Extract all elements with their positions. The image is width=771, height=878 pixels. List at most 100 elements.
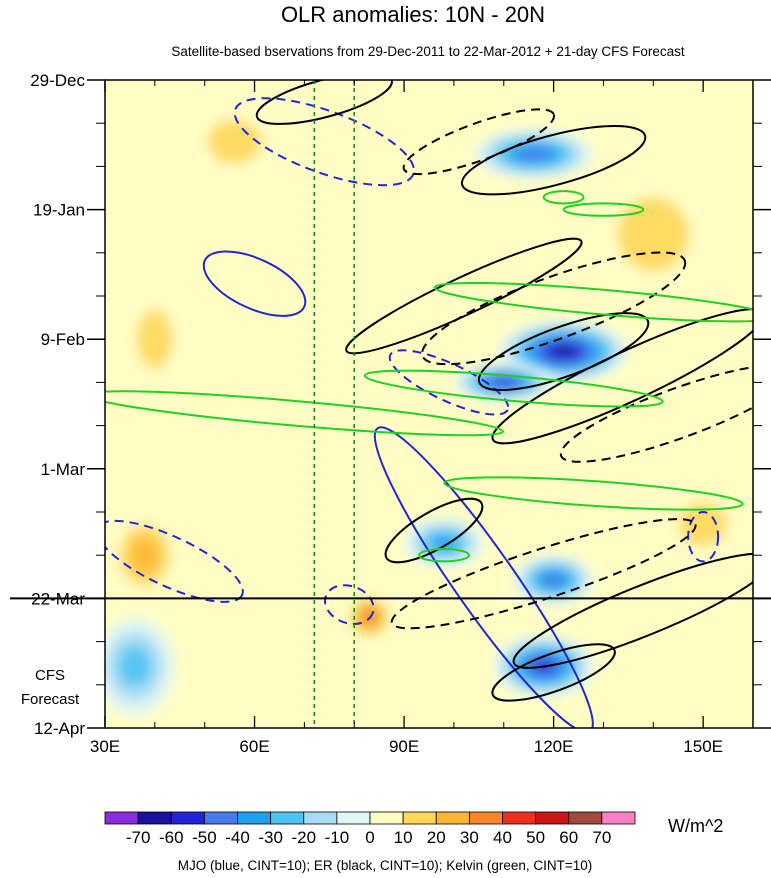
x-tick-label: 120E	[534, 737, 574, 756]
y-tick-label: 1-Mar	[41, 460, 86, 479]
kelvin-contour-3	[443, 476, 744, 511]
forecast-label-line1: CFS	[35, 667, 65, 684]
olr-anomaly-blob-9	[189, 104, 280, 179]
colorbar-swatch-9	[402, 811, 437, 825]
colorbar-label: -50	[192, 828, 217, 847]
mjo-contour-3	[373, 426, 594, 728]
olr-anomaly-level	[360, 608, 378, 626]
kelvin-contour-1	[363, 369, 664, 408]
colorbar-swatch-7	[336, 811, 371, 825]
colorbar-label: 50	[526, 828, 545, 847]
colorbar-swatch-6	[303, 811, 338, 825]
y-tick-label: 22-Mar	[31, 589, 85, 608]
plot-area: 30E 60E 90E 120E 150E 29-Dec 19-Jan 9-Feb 1-Mar 2…	[10, 71, 771, 756]
chart-title: OLR anomalies: 10N - 20N	[281, 2, 545, 27]
colorbar: -70 -60 -50 -40 -30 -20 -10 0 10 20 30 40 50 60 70	[104, 811, 636, 847]
olr-anomaly-level	[550, 345, 577, 358]
mjo-contour-1	[202, 250, 307, 317]
colorbar-swatch-14	[568, 811, 603, 825]
olr-anomaly-blob-12	[105, 616, 175, 716]
kelvin-contour-4	[562, 202, 645, 217]
olr-anomaly-blob-5	[513, 555, 594, 605]
y-tick-label: 9-Feb	[41, 330, 85, 349]
y-tick-label: 29-Dec	[30, 71, 85, 90]
colorbar-swatch-1	[137, 811, 172, 825]
olr-anomaly-level	[117, 645, 152, 688]
er-contour-8	[384, 497, 484, 564]
footer-note: MJO (blue, CINT=10); ER (black, CINT=10)…	[178, 858, 593, 873]
olr-anomaly-blob-0	[473, 129, 594, 179]
colorbar-label: 70	[592, 828, 611, 847]
colorbar-label: 60	[559, 828, 578, 847]
kelvin-contour-0	[105, 390, 504, 437]
colorbar-label: -20	[291, 828, 316, 847]
colorbar-swatch-10	[435, 811, 470, 825]
kelvin-contour-6	[418, 548, 470, 563]
colorbar-label: -10	[325, 828, 350, 847]
plot-frame	[104, 79, 754, 729]
olr-anomaly-level	[207, 119, 262, 164]
colorbar-units: W/m^2	[668, 816, 723, 836]
colorbar-label: 10	[394, 828, 413, 847]
x-tick-label: 90E	[389, 737, 419, 756]
er-contour-3	[345, 237, 583, 355]
olr-anomaly-level	[517, 147, 550, 161]
mjo-contour-6	[687, 511, 720, 563]
er-contour-2	[402, 108, 556, 176]
axes: 30E 60E 90E 120E 150E 29-Dec 19-Jan 9-Feb 1-Mar 2…	[30, 71, 771, 756]
y-tick-label: 12-Apr	[34, 719, 85, 738]
colorbar-label: 20	[427, 828, 446, 847]
er-contours	[255, 80, 753, 702]
olr-anomaly-blob-10	[593, 172, 714, 296]
colorbar-swatch-12	[502, 811, 537, 825]
colorbar-label: -70	[126, 828, 151, 847]
er-contour-10	[512, 552, 753, 669]
colorbar-label: -60	[159, 828, 184, 847]
colorbar-label: 30	[460, 828, 479, 847]
y-tick-label: 19-Jan	[33, 201, 85, 220]
colorbar-swatch-4	[237, 811, 272, 825]
olr-anomaly-blob-7	[344, 592, 395, 642]
colorbar-swatch-13	[535, 811, 570, 825]
olr-anomaly-level	[136, 309, 173, 369]
mjo-contour-5	[323, 584, 375, 625]
x-tick-label: 150E	[683, 737, 723, 756]
forecast-label-line2: Forecast	[21, 691, 80, 708]
er-contour-4	[421, 251, 687, 366]
er-contour-7	[559, 363, 753, 463]
wave-contours	[105, 80, 753, 728]
er-contour-6	[477, 312, 650, 392]
olr-anomaly-level	[679, 502, 728, 547]
x-tick-label: 30E	[90, 737, 120, 756]
mjo-contour-2	[388, 349, 510, 416]
olr-anomaly-level	[492, 378, 516, 387]
chart-subtitle: Satellite-based bservations from 29-Dec-…	[171, 44, 685, 59]
er-contour-1	[460, 125, 647, 196]
olr-anomaly-level	[430, 534, 458, 552]
colorbar-swatch-2	[170, 811, 205, 825]
x-tick-label: 60E	[239, 737, 269, 756]
olr-anomaly-level	[617, 197, 690, 272]
colorbar-label: -40	[225, 828, 250, 847]
colorbar-swatch-3	[203, 811, 238, 825]
colorbar-swatch-11	[468, 811, 503, 825]
colorbar-swatch-5	[270, 811, 305, 825]
colorbar-label: 40	[493, 828, 512, 847]
olr-anomaly-level	[129, 536, 160, 574]
er-contour-9	[390, 518, 697, 630]
colorbar-label: 0	[365, 828, 374, 847]
olr-anomaly-blob-6	[109, 512, 180, 599]
kelvin-contour-2	[433, 281, 753, 323]
olr-anomaly-level	[542, 573, 565, 587]
colorbar-swatch-8	[369, 811, 404, 825]
olr-anomaly-blob-8	[124, 289, 185, 389]
reference-lines	[313, 80, 356, 728]
kelvin-contours	[105, 190, 753, 563]
kelvin-contour-5	[542, 190, 585, 205]
mjo-contour-4	[105, 519, 244, 603]
colorbar-swatch-15	[601, 811, 636, 825]
colorbar-swatch-0	[104, 811, 139, 825]
colorbar-label: -30	[258, 828, 283, 847]
er-contour-11	[491, 643, 616, 702]
